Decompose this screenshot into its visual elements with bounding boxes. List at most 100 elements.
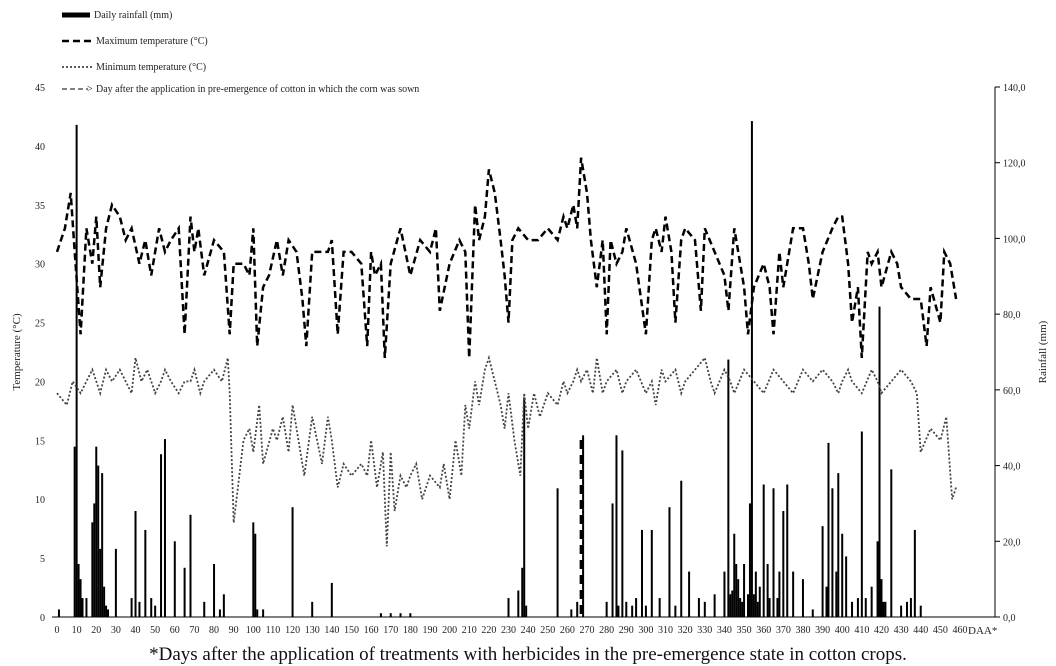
rainfall-bar [880, 579, 883, 617]
rainfall-bar [144, 529, 147, 617]
rainfall-bar [731, 590, 734, 617]
x-tick-label: 370 [776, 625, 791, 636]
rainfall-bar [913, 529, 916, 617]
rainfall-bar [688, 571, 691, 617]
rainfall-bar [851, 601, 854, 617]
rainfall-bar [611, 503, 614, 617]
x-tick-label: 180 [403, 625, 418, 636]
rainfall-bar [576, 601, 579, 617]
rainfall-bar [640, 529, 643, 617]
rainfall-bar [878, 306, 881, 617]
legend-rainfall-label: Daily rainfall (mm) [94, 10, 172, 21]
x-tick-label: 230 [501, 625, 516, 636]
x-tick-label: 420 [874, 625, 889, 636]
x-tick-label: 50 [150, 625, 160, 636]
legend: Daily rainfall (mm) Maximum temperature … [62, 10, 419, 95]
rainfall-bar [801, 579, 804, 617]
rainfall-bar [713, 594, 716, 617]
rainfall-bar [856, 598, 859, 617]
y-right-tick-label: 20,0 [1003, 537, 1021, 548]
rainfall-bar [870, 586, 873, 617]
rainfall-bar [154, 605, 157, 617]
rainfall-bar [752, 594, 755, 617]
rainfall-bar [399, 613, 402, 617]
rainfall-bar [409, 613, 412, 617]
rainfall-bar [130, 598, 133, 617]
rainfall-bar [864, 598, 867, 617]
rainfall-bar [105, 605, 108, 617]
rainfall-bar [748, 503, 751, 617]
x-tick-label: 130 [305, 625, 320, 636]
rainfall-bar [644, 605, 647, 617]
rainfall-bar [507, 598, 510, 617]
rainfall-bar [825, 586, 828, 617]
rainfall-bar [900, 605, 903, 617]
rainfall-bar [766, 564, 769, 617]
rainfall-bar [203, 601, 206, 617]
x-tick-label: 80 [209, 625, 219, 636]
rainfall-bar [778, 571, 781, 617]
y-left-tick-label: 5 [40, 554, 45, 565]
rainfall-bar [73, 446, 76, 617]
rainfall-bar [291, 507, 294, 617]
x-tick-label: 10 [72, 625, 82, 636]
rainfall-bar [621, 450, 624, 617]
x-tick-label: 450 [933, 625, 948, 636]
rainfall-bar [631, 605, 634, 617]
x-axis-title: DAA* [968, 625, 997, 637]
rainfall-bar [882, 601, 885, 617]
legend-arrow-glyph: > [87, 84, 93, 95]
rainfall-bar [101, 473, 104, 617]
x-tick-label: 160 [364, 625, 379, 636]
rainfall-bar [95, 446, 98, 617]
y-left-tick-label: 30 [35, 260, 45, 271]
rainfall-bar [134, 511, 137, 617]
legend-tmin-label: Minimum temperature (°C) [96, 62, 206, 73]
x-tick-label: 290 [619, 625, 634, 636]
x-tick-label: 0 [55, 625, 60, 636]
rainfall-bar [841, 533, 844, 617]
rainfall-bar [739, 598, 742, 617]
rainfall-bar [835, 571, 838, 617]
rainfall-bar [77, 564, 80, 617]
y-left-tick-label: 45 [35, 83, 45, 94]
y-right-tick-label: 40,0 [1003, 462, 1021, 473]
x-tick-label: 110 [266, 625, 281, 636]
rainfall-bar [735, 564, 738, 617]
rainfall-bar [91, 522, 94, 617]
rainfall-bar [57, 609, 60, 617]
x-tick-label: 310 [658, 625, 673, 636]
legend-tmax-label: Maximum temperature (°C) [96, 36, 208, 47]
x-tick-label: 200 [442, 625, 457, 636]
rainfall-bar [389, 613, 392, 617]
rainfall-bar [635, 598, 638, 617]
rainfall-bar [750, 121, 753, 618]
rainfall-bar [909, 598, 912, 617]
x-tick-label: 270 [580, 625, 595, 636]
rainfall-bar [703, 601, 706, 617]
rainfall-bar [81, 598, 84, 617]
rainfall-bar [85, 598, 88, 617]
rainfall-bar [754, 571, 757, 617]
x-tick-label: 170 [383, 625, 398, 636]
rainfall-bar [254, 533, 257, 617]
rainfall-bar [330, 582, 333, 617]
rainfall-bar [837, 473, 840, 617]
rainfall-bar [811, 609, 814, 617]
x-tick-label: 390 [815, 625, 830, 636]
y-left-tick-label: 15 [35, 436, 45, 447]
rainfall-bar [831, 488, 834, 617]
rainfall-bar [93, 503, 96, 617]
rainfall-bar [758, 586, 761, 617]
x-tick-label: 60 [170, 625, 180, 636]
rainfall-bar [256, 609, 259, 617]
y-left-tick-label: 0 [40, 613, 45, 624]
x-tick-label: 360 [756, 625, 771, 636]
rainfall-bar [733, 533, 736, 617]
rainfall-bar [605, 601, 608, 617]
y-left-ticks: 0 5 10 15 20 25 30 35 40 45 [35, 83, 45, 624]
x-tick-label: 320 [678, 625, 693, 636]
figure-caption: *Days after the application of treatment… [149, 644, 907, 665]
x-tick-label: 240 [521, 625, 536, 636]
rainfall-bar [737, 579, 740, 617]
